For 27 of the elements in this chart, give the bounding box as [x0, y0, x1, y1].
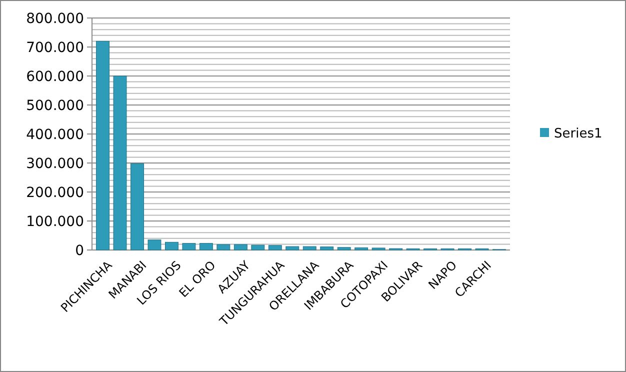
y-tick-label: 200.000: [26, 184, 84, 201]
bar: [372, 248, 386, 250]
bar: [302, 246, 316, 250]
bar: [216, 244, 230, 250]
bar: [96, 40, 110, 250]
bar: [130, 163, 144, 250]
bar: [199, 243, 213, 250]
bar: [113, 76, 127, 250]
bar: [337, 247, 351, 250]
y-tick-label: 500.000: [26, 98, 84, 114]
bar: [286, 246, 300, 250]
bar: [148, 240, 162, 250]
y-tick-label: 400.000: [26, 126, 84, 143]
bar: [320, 246, 334, 250]
legend-label: Series1: [554, 126, 602, 142]
y-tick-label: 100.000: [26, 214, 84, 230]
bar: [251, 244, 265, 250]
bar: [354, 247, 368, 250]
y-tick-label: 0: [75, 242, 84, 259]
bar: [182, 243, 196, 250]
y-tick-label: 300.000: [26, 156, 84, 172]
y-tick-label: 800.000: [26, 10, 84, 27]
bar: [234, 244, 248, 250]
bar: [268, 245, 282, 250]
y-tick-label: 600.000: [26, 68, 84, 85]
y-tick-label: 700.000: [26, 40, 84, 56]
bar: [165, 242, 178, 250]
